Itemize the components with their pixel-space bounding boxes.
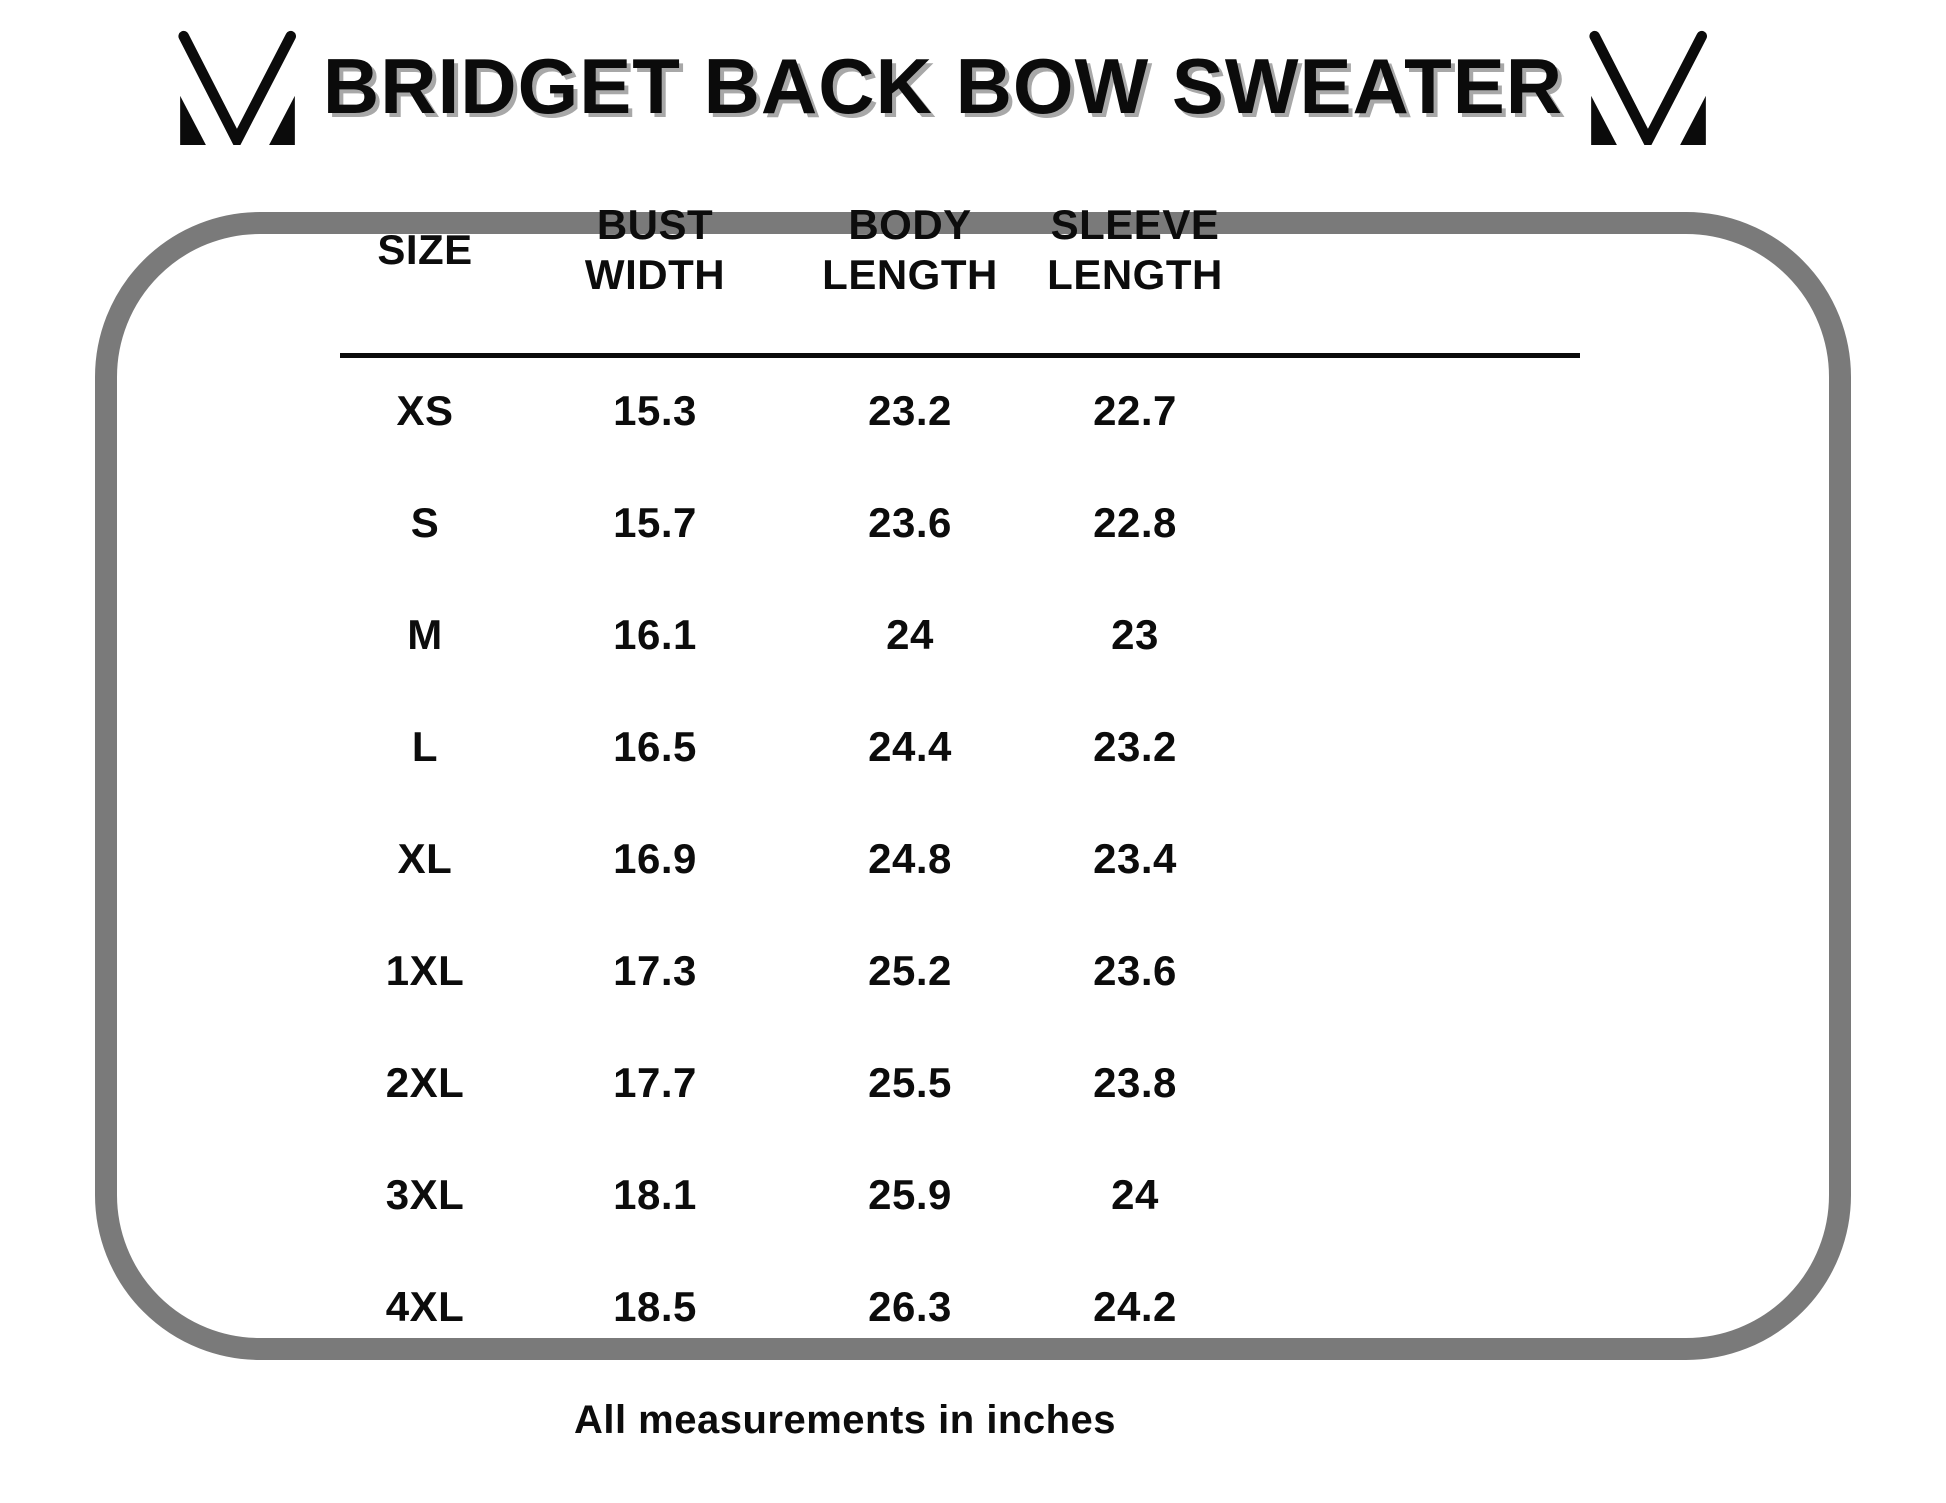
footer-note: All measurements in inches	[573, 1398, 1117, 1442]
body-length-cell: 26.3	[868, 1283, 952, 1330]
bust-width-cell: 15.3	[613, 387, 697, 434]
table-row-xs: XS 15.3 23.2 22.7	[340, 355, 1580, 467]
table-row-s: S 15.7 23.6 22.8	[340, 467, 1580, 579]
body-length-cell: 23.6	[868, 499, 952, 546]
header: BRIDGET BACK BOW SWEATER	[0, 28, 1916, 145]
bust-width-cell: 16.1	[613, 611, 697, 658]
bust-width-cell: 18.5	[613, 1283, 697, 1330]
bust-width-cell: 17.3	[613, 947, 697, 994]
sleeve-length-cell: 24.2	[1093, 1283, 1177, 1330]
sleeve-length-cell: 23.4	[1093, 835, 1177, 882]
sleeve-length-cell: 23	[1111, 611, 1159, 658]
bust-width-cell: 16.5	[613, 723, 697, 770]
bust-width-cell: 15.7	[613, 499, 697, 546]
body-length-cell: 24	[886, 611, 934, 658]
body-length-cell: 24.8	[868, 835, 952, 882]
sleeve-length-cell: 23.2	[1093, 723, 1177, 770]
size-cell: 2XL	[385, 1059, 465, 1106]
body-length-cell: 24.4	[868, 723, 952, 770]
body-length-cell: 25.2	[868, 947, 952, 994]
sleeve-length-cell: 22.8	[1093, 499, 1177, 546]
size-cell: S	[410, 499, 440, 546]
body-length-cell: 25.9	[868, 1171, 952, 1218]
bust-width-cell: 17.7	[613, 1059, 697, 1106]
column-header-sleeve-length: SLEEVE LENGTH	[1047, 201, 1223, 298]
column-header-bust-width: BUST WIDTH	[584, 201, 726, 298]
column-header-size: SIZE	[377, 226, 473, 274]
size-cell: 3XL	[385, 1171, 465, 1218]
sleeve-length-cell: 22.7	[1093, 387, 1177, 434]
size-cell: 4XL	[385, 1283, 465, 1330]
table-row-2xl: 2XL 17.7 25.5 23.8	[340, 1027, 1580, 1139]
size-chart-header-row: SIZE BUST WIDTH BODY LENGTH SLEEVE LENGT…	[340, 200, 1580, 358]
size-cell: XL	[397, 835, 453, 882]
size-cell: XS	[396, 387, 454, 434]
size-cell: L	[411, 723, 439, 770]
table-row-3xl: 3XL 18.1 25.9 24	[340, 1139, 1580, 1251]
brand-m-monogram-icon-left	[176, 28, 299, 145]
table-row-xl: XL 16.9 24.8 23.4	[340, 803, 1580, 915]
table-row-l: L 16.5 24.4 23.2	[340, 691, 1580, 803]
sleeve-length-cell: 23.8	[1093, 1059, 1177, 1106]
table-row-1xl: 1XL 17.3 25.2 23.6	[340, 915, 1580, 1027]
body-length-cell: 25.5	[868, 1059, 952, 1106]
body-length-cell: 23.2	[868, 387, 952, 434]
table-row-m: M 16.1 24 23	[340, 579, 1580, 691]
page-title: BRIDGET BACK BOW SWEATER	[322, 42, 1564, 130]
size-chart-table: XS 15.3 23.2 22.7 S 15.7 23.6 22.8 M 16.…	[340, 355, 1580, 1363]
sleeve-length-cell: 24	[1111, 1171, 1159, 1218]
table-row-4xl: 4XL 18.5 26.3 24.2	[340, 1251, 1580, 1363]
size-cell: 1XL	[385, 947, 465, 994]
bust-width-cell: 18.1	[613, 1171, 697, 1218]
size-cell: M	[407, 611, 443, 658]
column-header-body-length: BODY LENGTH	[822, 201, 998, 298]
bust-width-cell: 16.9	[613, 835, 697, 882]
size-chart-frame	[95, 212, 1851, 1360]
brand-m-monogram-icon-right	[1587, 28, 1710, 145]
sleeve-length-cell: 23.6	[1093, 947, 1177, 994]
